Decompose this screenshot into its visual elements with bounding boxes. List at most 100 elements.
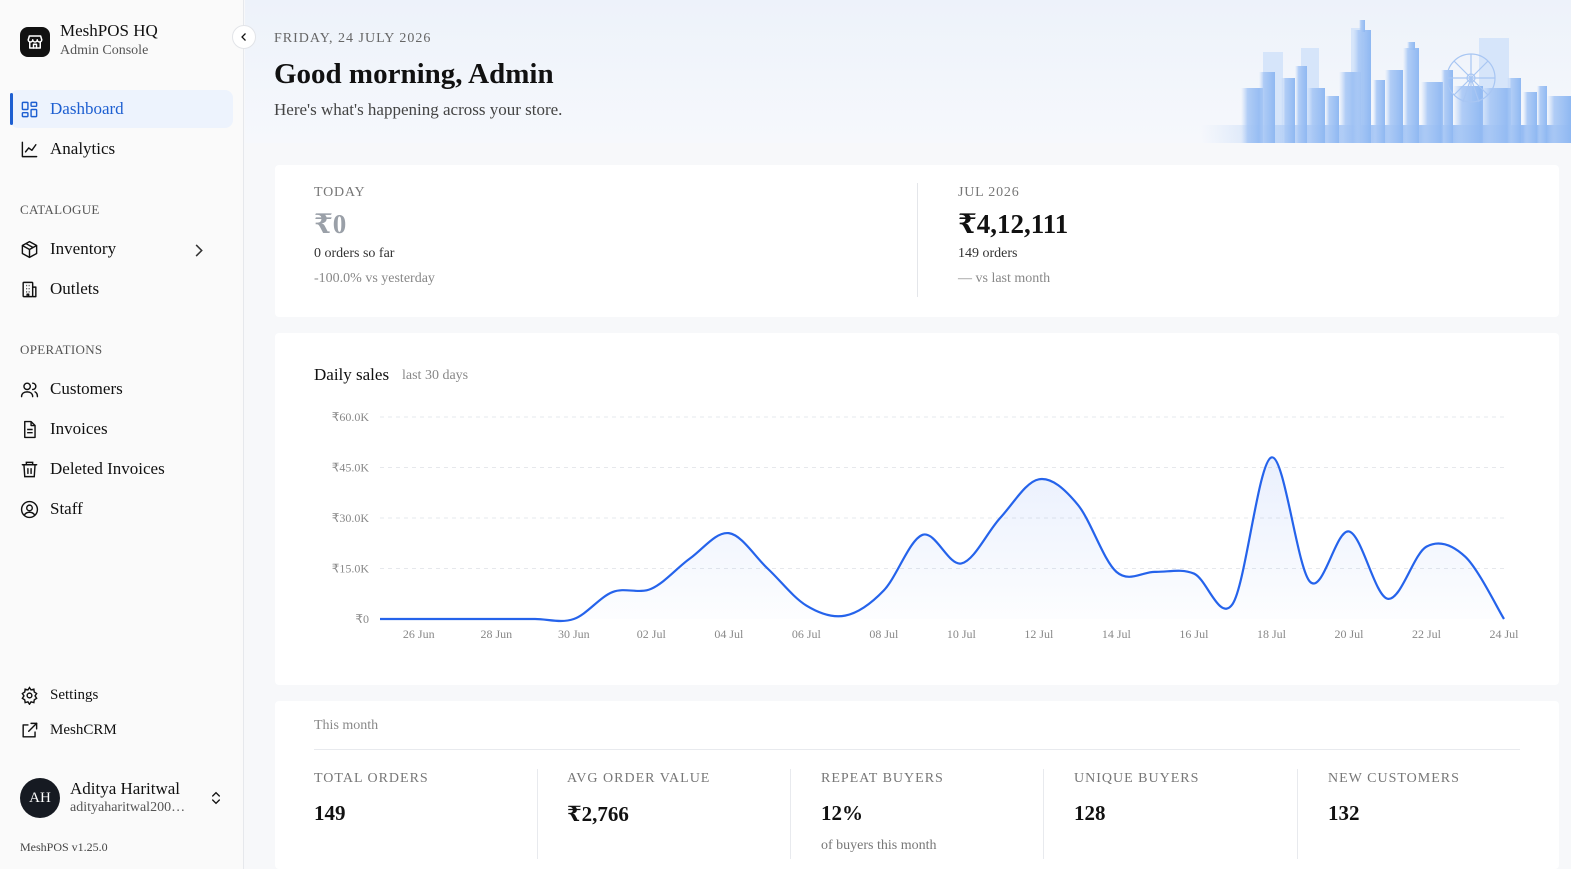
kpi-month: JUL 2026 ₹4,12,111 149 orders — vs last … [958,185,1068,287]
stat-total-orders: TOTAL ORDERS 149 [314,771,429,826]
collapse-sidebar-button[interactable] [232,25,256,49]
data-point[interactable]: 30 Jun [571,616,577,622]
stat-value: 128 [1074,801,1106,825]
nav-invoices[interactable]: Invoices [10,410,233,448]
data-point[interactable]: 06 Jul [803,603,809,609]
stat-label: TOTAL ORDERS [314,771,429,786]
x-tick-label: 06 Jul [792,627,822,641]
stat-label: UNIQUE BUYERS [1074,771,1200,786]
nav-dashboard[interactable]: Dashboard [10,90,233,128]
data-point[interactable]: 14 Jul [1113,569,1119,575]
nav-staff-label: Staff [50,499,83,518]
x-tick-label: 08 Jul [869,627,899,641]
settings-link[interactable]: Settings [20,686,98,705]
this-month-card: This month TOTAL ORDERS 149 AVG ORDER VA… [275,701,1559,869]
nav-deleted-invoices[interactable]: Deleted Invoices [10,450,233,488]
data-point[interactable]: 22 Jul [1423,544,1429,550]
nav-staff[interactable]: Staff [10,490,233,528]
data-point[interactable]: 13 Jul [1075,502,1081,508]
data-point[interactable]: 10 Jul [958,560,964,566]
x-tick-label: 22 Jul [1412,627,1442,641]
data-point[interactable]: 16 Jul [1191,571,1197,577]
box-icon [21,240,38,258]
meshcrm-link[interactable]: MeshCRM [20,721,117,740]
data-point[interactable]: 25 Jun [377,616,383,622]
stat-value: ₹2,766 [567,802,629,826]
stat-repeat-buyers: REPEAT BUYERS 12% of buyers this month [821,771,944,854]
data-point[interactable]: 27 Jun [455,616,461,622]
x-tick-label: 20 Jul [1334,627,1364,641]
data-point[interactable]: 20 Jul [1346,528,1352,534]
brand[interactable]: MeshPOS HQ Admin Console [20,22,158,62]
data-point[interactable]: 18 Jul [1268,454,1274,460]
daily-sales-chart[interactable]: ₹0 ₹15.0K ₹30.0K ₹45.0K ₹60.0K 26 Jun 28 Jun 30… [275,333,1559,685]
nav-outlets[interactable]: Outlets [10,270,233,308]
x-tick-label: 04 Jul [714,627,744,641]
nav-outlets-label: Outlets [50,279,100,298]
data-point[interactable]: 12 Jul [1036,476,1042,482]
nav-deleted-invoices-label: Deleted Invoices [50,459,165,478]
stat-value: 149 [314,801,346,825]
page-subtitle: Here's what's happening across your stor… [274,100,563,119]
brand-subtitle: Admin Console [60,43,149,58]
data-point[interactable]: 29 Jun [532,616,538,622]
data-point[interactable]: 08 Jul [881,587,887,593]
data-point[interactable]: 04 Jul [726,530,732,536]
data-point[interactable]: 07 Jul [842,613,848,619]
hero-banner [245,0,1571,143]
user-email: adityaharitwal200… [70,800,186,815]
data-point[interactable]: 17 Jul [1230,601,1236,607]
kpi-today-orders: 0 orders so far [314,246,395,261]
sales-summary-card: TODAY ₹0 0 orders so far -100.0% vs yest… [275,165,1559,317]
file-icon [24,420,36,438]
kpi-divider [917,183,918,297]
x-tick-label: 10 Jul [947,627,977,641]
nav-inventory[interactable]: Inventory [10,230,233,268]
kpi-today-delta: -100.0% vs yesterday [314,271,435,286]
nav-inventory-label: Inventory [50,239,117,258]
stat-divider [790,769,791,859]
data-point[interactable]: 15 Jul [1152,569,1158,575]
y-tick-label: ₹45.0K [332,461,370,475]
sales-line [379,456,1505,623]
kpi-today-value: ₹0 [314,209,347,239]
kpi-month-label: JUL 2026 [958,185,1020,200]
data-point[interactable]: 23 Jul [1462,554,1468,560]
kpi-month-orders: 149 orders [958,246,1018,261]
y-tick-label: ₹0 [355,612,369,626]
data-point[interactable]: 05 Jul [765,566,771,572]
data-point[interactable]: 26 Jun [416,616,422,622]
data-point[interactable]: 02 Jul [648,586,654,592]
city-skyline-illustration [1201,20,1571,143]
y-tick-label: ₹15.0K [332,562,370,576]
data-point[interactable]: 01 Jul [610,589,616,595]
x-tick-label: 28 Jun [480,627,512,641]
user-menu[interactable]: AH Aditya Haritwal adityaharitwal200… [20,778,230,818]
x-tick-label: 26 Jun [403,627,435,641]
sales-area [380,457,1504,621]
data-point[interactable]: 03 Jul [687,555,693,561]
stat-label: AVG ORDER VALUE [567,771,711,786]
x-tick-label: 12 Jul [1024,627,1054,641]
chevron-right-icon [195,244,203,257]
data-point[interactable]: 28 Jun [493,616,499,622]
stat-note: of buyers this month [821,838,937,853]
nav-analytics[interactable]: Analytics [10,130,233,168]
kpi-month-delta: — vs last month [958,271,1051,286]
data-point[interactable]: 24 Jul [1501,616,1507,622]
data-point[interactable]: 19 Jul [1307,579,1313,585]
nav-analytics-label: Analytics [50,139,116,158]
nav-customers[interactable]: Customers [10,370,233,408]
stat-new-customers: NEW CUSTOMERS 132 [1328,771,1460,826]
stat-divider [1297,769,1298,859]
store-icon [20,27,50,57]
data-point[interactable]: 09 Jul [920,532,926,538]
data-point[interactable]: 21 Jul [1385,596,1391,602]
data-point[interactable]: 11 Jul [997,515,1003,521]
section-operations: OPERATIONS [20,342,103,357]
settings-label: Settings [50,687,99,703]
dashboard-icon [21,101,38,117]
stat-unique-buyers: UNIQUE BUYERS 128 [1074,771,1199,826]
x-tick-label: 30 Jun [558,627,590,641]
kpi-today: TODAY ₹0 0 orders so far -100.0% vs yest… [314,185,435,287]
